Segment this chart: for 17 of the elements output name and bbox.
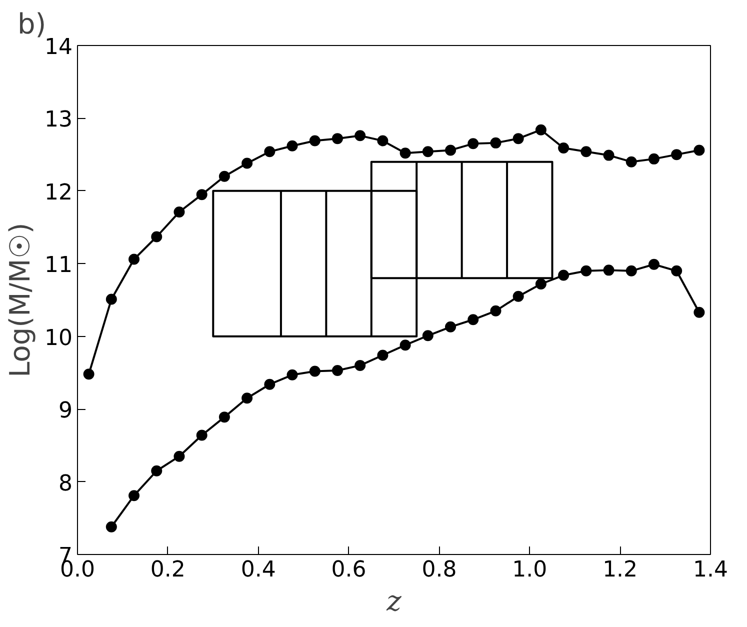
- y-tick-label: 14: [44, 35, 73, 60]
- x-axis-title: z: [386, 584, 402, 618]
- y-axis-title: Log(M/M☉): [4, 222, 37, 378]
- y-tick-label: 8: [58, 471, 73, 496]
- y-tick-label: 10: [44, 326, 73, 351]
- x-tick-label: 1.2: [602, 558, 638, 582]
- y-tick-label: 12: [44, 180, 73, 206]
- x-tick-label: 0.2: [150, 558, 186, 582]
- y-tick-label: 11: [44, 253, 73, 278]
- y-tick-label: 9: [58, 398, 73, 424]
- x-tick-label: 0.6: [331, 558, 366, 582]
- chart-title: b): [18, 8, 46, 40]
- x-tick-label: 0.8: [422, 558, 457, 582]
- y-tick-label: 13: [44, 108, 73, 133]
- x-tick-label: 1.0: [512, 558, 548, 582]
- x-tick-label: 1.4: [693, 558, 728, 582]
- x-tick-label: 0.4: [240, 558, 276, 582]
